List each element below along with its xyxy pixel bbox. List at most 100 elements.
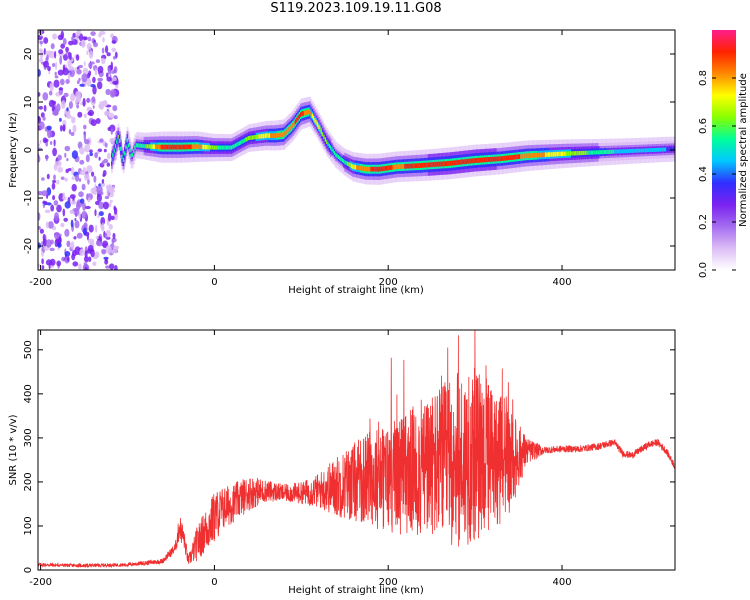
ridge-cell <box>569 151 572 156</box>
ridge-cell <box>659 147 662 152</box>
noise-blob <box>77 111 83 118</box>
noise-blob <box>70 209 74 214</box>
noise-blob <box>114 265 118 270</box>
noise-blob <box>78 64 84 69</box>
ridge-cell <box>435 161 438 167</box>
ridge-cell <box>324 137 327 142</box>
ridge-cell <box>122 157 125 162</box>
ridge-cell <box>572 151 575 156</box>
ridge-cell <box>168 144 171 150</box>
noise-blob <box>38 105 43 110</box>
ridge-cell <box>624 149 627 154</box>
ridge-cell <box>130 153 133 158</box>
noise-blob <box>87 111 93 116</box>
ridge-cell <box>190 144 193 150</box>
noise-blob <box>71 166 75 176</box>
ridge-cell <box>499 156 502 162</box>
noise-blob <box>97 65 104 74</box>
ridge-cell <box>276 133 279 138</box>
noise-blob <box>107 70 112 75</box>
noise-blob <box>40 112 45 118</box>
ridge-cell <box>625 149 628 154</box>
ridge-cell <box>646 148 649 153</box>
noise-blob <box>78 191 84 198</box>
ridge-cell <box>577 151 580 156</box>
noise-blob <box>94 209 97 217</box>
noise-blob <box>56 103 61 112</box>
noise-blob <box>82 97 86 107</box>
ridge-cell <box>366 166 369 172</box>
ridge-cell <box>559 151 562 157</box>
ridge-cell <box>365 166 368 172</box>
ridge-cell <box>654 148 657 152</box>
ridge-cell <box>528 153 530 158</box>
noise-blob <box>45 221 49 229</box>
noise-blob <box>75 98 78 106</box>
noise-blob <box>39 40 44 45</box>
noise-blob <box>70 241 75 250</box>
noise-blob <box>104 110 110 116</box>
noise-blob <box>105 88 111 96</box>
ridge-cell <box>300 112 302 117</box>
ridge-cell <box>550 152 553 157</box>
ridge-cell <box>328 143 331 148</box>
noise-blob <box>39 57 44 64</box>
y-tick-label: 500 <box>23 340 34 359</box>
ridge-cell <box>367 166 370 172</box>
ridge-cell <box>543 152 546 158</box>
ridge-cell <box>661 147 663 152</box>
noise-blob <box>60 176 65 180</box>
noise-blob <box>53 174 56 181</box>
ridge-cell <box>452 160 455 166</box>
ridge-cell <box>332 149 335 154</box>
ridge-cell <box>397 164 400 169</box>
ridge-cell <box>114 144 117 149</box>
noise-blob <box>64 177 68 182</box>
noise-blob <box>71 116 76 124</box>
noise-blob <box>102 173 106 177</box>
ridge-cell <box>436 161 439 167</box>
ridge-cell <box>534 153 537 158</box>
noise-blob <box>82 202 86 211</box>
ridge-cell <box>545 152 547 157</box>
ridge-cell <box>133 149 135 154</box>
ridge-cell <box>438 161 441 167</box>
ridge-cell <box>178 144 181 150</box>
noise-blob <box>63 217 68 222</box>
ridge-cell <box>498 156 500 162</box>
ridge-cell <box>232 144 235 149</box>
noise-blob <box>38 226 41 230</box>
ridge-cell <box>585 150 588 155</box>
ridge-cell <box>217 145 220 150</box>
ridge-cell <box>139 143 142 148</box>
ridge-cell <box>135 143 138 148</box>
ridge-cell <box>535 152 538 158</box>
noise-blob <box>38 92 41 97</box>
ridge-cell <box>593 150 596 155</box>
ridge-cell <box>459 159 461 165</box>
ridge-cell <box>257 134 259 139</box>
ridge-cell <box>111 157 113 162</box>
noise-blob <box>59 55 63 65</box>
ridge-cell <box>409 163 412 169</box>
ridge-cell <box>649 148 652 153</box>
ridge-cell <box>144 144 147 149</box>
ridge-cell <box>440 161 443 167</box>
noise-blob <box>84 255 89 263</box>
ridge-cell <box>453 160 456 166</box>
ridge-cell <box>345 160 348 166</box>
noise-blob <box>112 80 118 85</box>
ridge-cell <box>517 154 520 160</box>
ridge-cell <box>481 157 484 163</box>
noise-blob <box>65 51 69 55</box>
ridge-cell <box>636 148 639 153</box>
noise-blob <box>62 192 65 200</box>
ridge-cell <box>305 110 308 115</box>
ridge-cell <box>429 162 431 168</box>
noise-blob <box>112 105 118 112</box>
noise-blob <box>82 227 87 236</box>
ridge-cell <box>310 111 313 117</box>
ridge-cell <box>502 156 504 161</box>
x-tick-label: 400 <box>552 577 571 588</box>
noise-blob <box>43 60 49 68</box>
